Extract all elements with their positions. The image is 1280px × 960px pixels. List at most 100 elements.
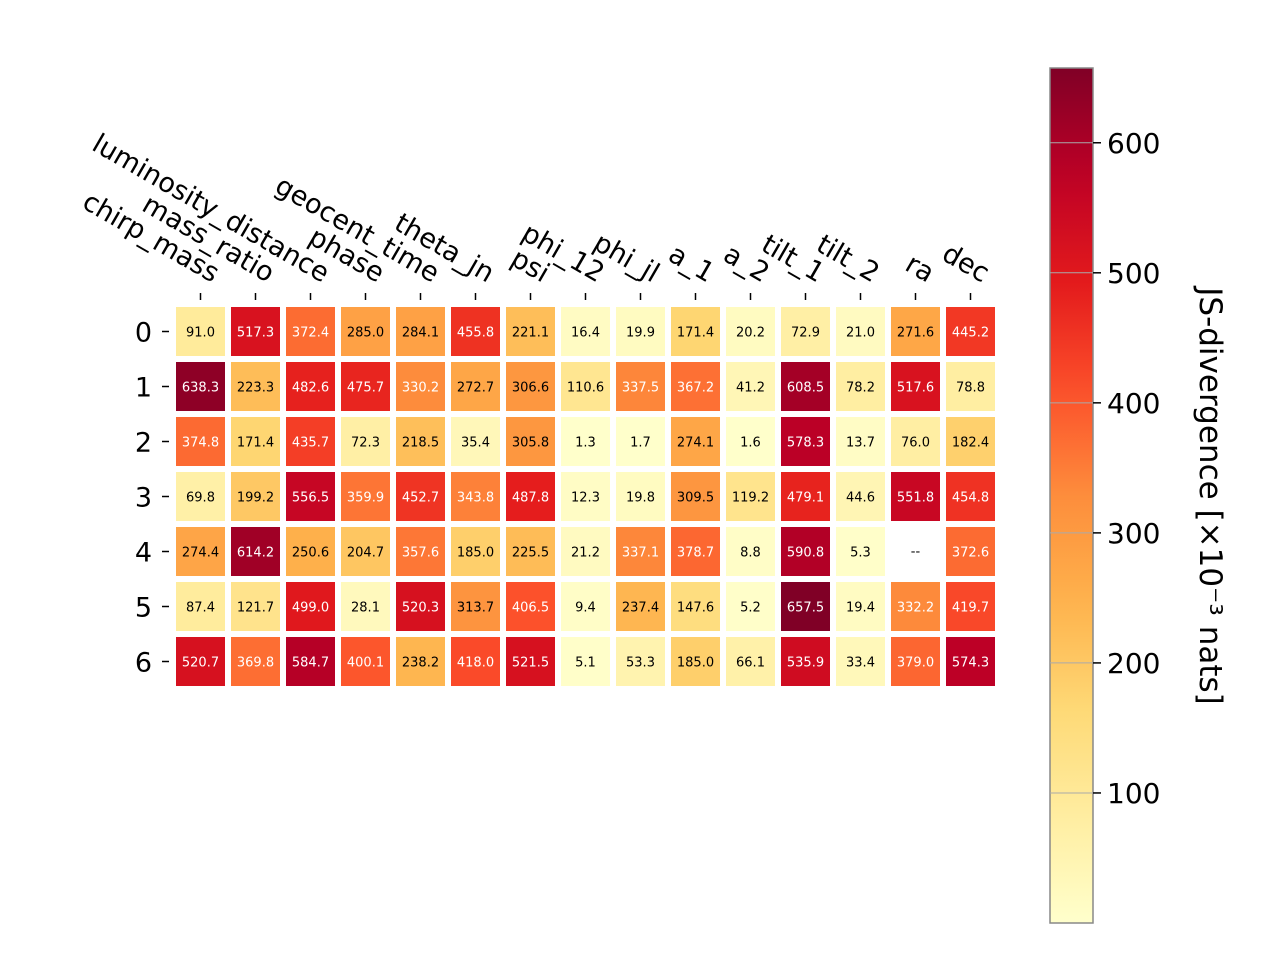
column-label: a_1	[663, 239, 719, 289]
cell-value-label: 121.7	[237, 601, 274, 616]
heatmap-cell	[671, 362, 720, 411]
cell-value-label: 357.6	[402, 546, 439, 561]
column-label: ra	[900, 248, 939, 289]
heatmap-cell	[671, 307, 720, 356]
heatmap-cell	[561, 472, 610, 521]
cell-value-label: 520.7	[182, 656, 219, 671]
cell-value-label: 91.0	[186, 326, 215, 341]
cell-value-label: 517.3	[237, 326, 274, 341]
heatmap-cell	[396, 637, 445, 686]
cell-value-label: 5.2	[740, 601, 761, 616]
heatmap-cell	[561, 582, 610, 631]
cell-value-label: 418.0	[457, 656, 494, 671]
cell-value-label: 33.4	[846, 656, 875, 671]
heatmap-cell	[836, 307, 885, 356]
heatmap-cell	[616, 417, 665, 466]
heatmap-cell	[616, 582, 665, 631]
heatmap-cell	[561, 527, 610, 576]
heatmap-cell	[451, 307, 500, 356]
cell-value-label: 455.8	[457, 326, 494, 341]
heatmap-cell	[396, 527, 445, 576]
heatmap-cell	[671, 472, 720, 521]
cell-value-label: 1.3	[575, 436, 596, 451]
cell-value-label: 520.3	[402, 601, 439, 616]
colorbar	[1049, 67, 1094, 924]
cell-value-label: 487.8	[512, 491, 549, 506]
row-label: 6	[135, 648, 152, 679]
cell-value-label: 535.9	[787, 656, 824, 671]
heatmap-cell	[616, 307, 665, 356]
cell-value-label: 225.5	[512, 546, 549, 561]
heatmap-cell	[451, 362, 500, 411]
heatmap-cell	[396, 417, 445, 466]
heatmap-cell	[781, 307, 830, 356]
cell-value-label: 1.7	[630, 436, 651, 451]
cell-value-label: 28.1	[351, 601, 380, 616]
cell-value-label: 551.8	[897, 491, 934, 506]
cell-value-label: 369.8	[237, 656, 274, 671]
colorbar-tick-label: 600	[1107, 127, 1160, 160]
heatmap-cell	[781, 362, 830, 411]
heatmap-cell	[891, 582, 940, 631]
heatmap-cell	[341, 472, 390, 521]
cell-value-label: 69.8	[186, 491, 215, 506]
cell-value-label: 250.6	[292, 546, 329, 561]
cell-value-label: 221.1	[512, 326, 549, 341]
colorbar-tick-label: 100	[1107, 777, 1160, 810]
heatmap-cell	[781, 637, 830, 686]
cell-value-label: 584.7	[292, 656, 329, 671]
colorbar-label: JS-divergence [×10⁻³ nats]	[1192, 285, 1228, 705]
cell-value-label: 521.5	[512, 656, 549, 671]
heatmap-cell	[506, 527, 555, 576]
heatmap-cell	[726, 362, 775, 411]
colorbar-tick-label: 400	[1107, 387, 1160, 420]
heatmap-cell	[781, 582, 830, 631]
heatmap-cell	[781, 472, 830, 521]
cell-value-label: 367.2	[677, 381, 714, 396]
heatmap-cell	[561, 637, 610, 686]
heatmap-cell	[231, 637, 280, 686]
heatmap-cell	[891, 637, 940, 686]
row-label: 5	[135, 593, 152, 624]
cell-value-label: 41.2	[736, 381, 765, 396]
cell-value-label: 435.7	[292, 436, 329, 451]
cell-value-label: 21.0	[846, 326, 875, 341]
row-label: 1	[135, 373, 152, 404]
heatmap-cell	[451, 527, 500, 576]
cell-value-label: 218.5	[402, 436, 439, 451]
heatmap-cell	[286, 637, 335, 686]
row-label: 3	[135, 483, 152, 514]
cell-value-label: 454.8	[952, 491, 989, 506]
heatmap-cell	[561, 307, 610, 356]
cell-value-label: 556.5	[292, 491, 329, 506]
heatmap-cell	[561, 417, 610, 466]
cell-value-label: 479.1	[787, 491, 824, 506]
heatmap-cell	[451, 582, 500, 631]
cell-value-label: 445.2	[952, 326, 989, 341]
heatmap-cell	[396, 307, 445, 356]
cell-value-label: 110.6	[567, 381, 604, 396]
cell-value-label: 332.2	[897, 601, 934, 616]
cell-value-label: 285.0	[347, 326, 384, 341]
cell-value-label: 309.5	[677, 491, 714, 506]
heatmap-cell	[836, 582, 885, 631]
cell-value-label: 359.9	[347, 491, 384, 506]
heatmap-cell	[286, 472, 335, 521]
heatmap-cell	[341, 637, 390, 686]
cell-value-label: 578.3	[787, 436, 824, 451]
cell-value-label: 343.8	[457, 491, 494, 506]
heatmap-cell	[561, 362, 610, 411]
heatmap-cell	[176, 307, 225, 356]
heatmap-cell	[286, 307, 335, 356]
heatmap-cell	[176, 472, 225, 521]
cell-value-label: 238.2	[402, 656, 439, 671]
heatmap-cell	[836, 472, 885, 521]
heatmap-cell	[396, 472, 445, 521]
cell-value-label: 35.4	[461, 436, 490, 451]
column-label: phi_jl	[588, 227, 664, 289]
cell-value-label: 21.2	[571, 546, 600, 561]
heatmap-cell	[726, 527, 775, 576]
cell-value-label: 499.0	[292, 601, 329, 616]
heatmap-cell	[341, 582, 390, 631]
heatmap-cell	[231, 417, 280, 466]
